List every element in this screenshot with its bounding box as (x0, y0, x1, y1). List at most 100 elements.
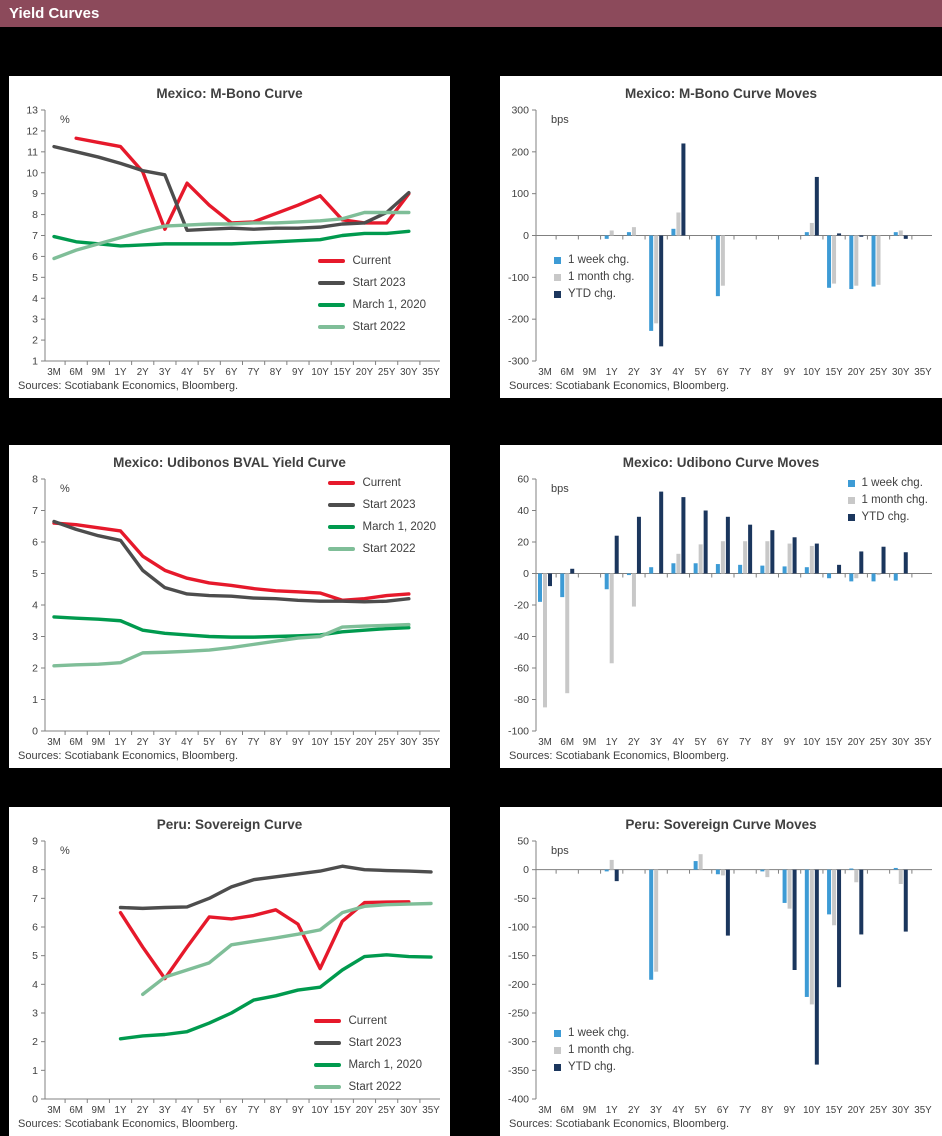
chart-legend: 1 week chg. 1 month chg. YTD chg. (554, 1027, 634, 1073)
svg-text:4Y: 4Y (672, 737, 684, 748)
svg-text:25Y: 25Y (870, 1105, 888, 1116)
svg-text:-300: -300 (508, 1036, 529, 1048)
svg-text:10Y: 10Y (803, 1105, 821, 1116)
chart-legend: 1 week chg. 1 month chg. YTD chg. (847, 477, 928, 523)
chart-title: Mexico: M-Bono Curve (156, 86, 303, 101)
legend-label: March 1, 2020 (362, 521, 436, 533)
svg-text:9M: 9M (583, 737, 597, 748)
svg-text:3Y: 3Y (159, 737, 171, 748)
svg-text:3Y: 3Y (650, 367, 662, 378)
svg-text:%: % (60, 845, 70, 857)
svg-text:8: 8 (32, 209, 38, 221)
svg-text:3M: 3M (47, 737, 61, 748)
udibono-moves-bar-chart: -100 -80 -60 -40 -20 0 20 40 60 3M 6M 9M 1Y 2Y 3Y 4Y 5Y 6… (508, 474, 932, 749)
svg-text:8Y: 8Y (270, 1105, 282, 1116)
svg-text:25Y: 25Y (870, 737, 888, 748)
svg-text:9Y: 9Y (292, 367, 304, 378)
svg-text:4: 4 (32, 979, 38, 991)
chart-area: 0 1 2 3 4 5 6 7 8 9 3M 6M 9M 1Y 2Y 3Y 4Y 5Y 6Y 7Y 8Y 9Y 10Y 15Y… (9, 833, 450, 1117)
legend-swatch (314, 1041, 342, 1045)
svg-text:6M: 6M (560, 1105, 574, 1116)
svg-text:6Y: 6Y (717, 367, 729, 378)
svg-text:60: 60 (517, 474, 529, 486)
chart-panel-peru-curve: Peru: Sovereign Curve 0 1 2 3 4 5 6 7 8 9 3M 6M 9M 1Y… (9, 807, 450, 1136)
svg-text:10: 10 (26, 167, 38, 179)
svg-text:3Y: 3Y (159, 367, 171, 378)
legend-item: 1 week chg. (847, 477, 928, 489)
svg-text:15Y: 15Y (825, 737, 843, 748)
chart-panel-mbono-curve: Mexico: M-Bono Curve 1 2 3 4 5 6 7 8 9 10 11 12 13 3M… (9, 76, 450, 398)
svg-text:7: 7 (32, 505, 38, 517)
legend-swatch (318, 303, 346, 307)
svg-text:%: % (60, 483, 70, 495)
legend-swatch (554, 290, 561, 298)
svg-text:300: 300 (511, 105, 529, 117)
legend-item: 1 week chg. (554, 1027, 634, 1039)
legend-swatch (318, 259, 346, 263)
legend-item: YTD chg. (554, 1061, 634, 1073)
svg-text:6Y: 6Y (225, 367, 237, 378)
chart-legend: Current Start 2023 March 1, 2020 Start 2022 (318, 255, 426, 333)
legend-label: Start 2023 (362, 499, 416, 511)
legend-label: 1 week chg. (568, 254, 630, 267)
svg-text:15Y: 15Y (334, 1105, 352, 1116)
svg-text:15Y: 15Y (334, 367, 352, 378)
chart-legend: 1 week chg. 1 month chg. YTD chg. (554, 254, 634, 300)
svg-text:4Y: 4Y (181, 737, 193, 748)
svg-text:0: 0 (523, 864, 529, 876)
legend-label: 1 week chg. (568, 1027, 630, 1039)
svg-text:8Y: 8Y (270, 737, 282, 748)
chart-panel-udibonos-curve: Mexico: Udibonos BVAL Yield Curve 0 1 2 3 4 5… (9, 445, 450, 768)
svg-text:bps: bps (551, 845, 569, 857)
svg-text:6Y: 6Y (225, 737, 237, 748)
legend-item: March 1, 2020 (328, 521, 436, 533)
legend-swatch (328, 481, 356, 485)
svg-text:2: 2 (32, 663, 38, 675)
svg-text:1Y: 1Y (115, 367, 127, 378)
svg-text:35Y: 35Y (422, 737, 440, 748)
svg-text:35Y: 35Y (914, 367, 932, 378)
svg-text:4: 4 (32, 600, 38, 612)
svg-text:6Y: 6Y (717, 1105, 729, 1116)
legend-label: YTD chg. (568, 288, 616, 301)
legend-label: 1 month chg. (568, 271, 635, 284)
svg-text:20Y: 20Y (356, 1105, 374, 1116)
chart-panel-peru-moves: Peru: Sovereign Curve Moves -400 -350 -300… (500, 807, 942, 1136)
svg-text:30Y: 30Y (400, 737, 418, 748)
svg-text:bps: bps (551, 114, 569, 126)
legend-label: Current (348, 1015, 387, 1027)
svg-text:8Y: 8Y (270, 367, 282, 378)
svg-text:30Y: 30Y (892, 367, 910, 378)
legend-item: 1 month chg. (554, 1044, 634, 1056)
legend-item: Current (314, 1015, 422, 1027)
svg-text:30Y: 30Y (400, 367, 418, 378)
svg-text:20Y: 20Y (848, 1105, 866, 1116)
svg-text:20: 20 (517, 537, 529, 549)
chart-area: 0 1 2 3 4 5 6 7 8 3M 6M 9M 1Y 2Y 3Y 4Y 5Y 6Y 7Y 8Y 9Y 10Y 15Y 2… (9, 471, 450, 749)
legend-label: Start 2023 (352, 277, 406, 289)
svg-text:10Y: 10Y (311, 367, 329, 378)
chart-area: -300 -200 -100 0 100 200 300 3M 6M 9M 1Y 2Y 3Y 4Y 5Y 6Y… (500, 102, 942, 379)
legend-swatch (318, 325, 346, 329)
svg-text:25Y: 25Y (378, 1105, 396, 1116)
svg-text:2: 2 (32, 335, 38, 347)
legend-label: 1 month chg. (568, 1044, 635, 1056)
svg-text:9M: 9M (583, 1105, 597, 1116)
svg-text:12: 12 (26, 125, 38, 137)
svg-text:6: 6 (32, 251, 38, 263)
svg-text:5Y: 5Y (203, 367, 215, 378)
svg-text:8: 8 (32, 864, 38, 876)
svg-text:3Y: 3Y (159, 1105, 171, 1116)
svg-text:7Y: 7Y (248, 367, 260, 378)
svg-text:0: 0 (523, 230, 529, 242)
legend-item: Start 2023 (314, 1037, 422, 1049)
svg-text:15Y: 15Y (825, 1105, 843, 1116)
svg-text:9Y: 9Y (292, 737, 304, 748)
svg-text:4Y: 4Y (181, 1105, 193, 1116)
svg-text:6M: 6M (69, 1105, 83, 1116)
svg-text:7: 7 (32, 230, 38, 242)
svg-text:1: 1 (32, 356, 38, 368)
svg-text:-40: -40 (514, 631, 529, 643)
svg-text:3M: 3M (538, 1105, 552, 1116)
